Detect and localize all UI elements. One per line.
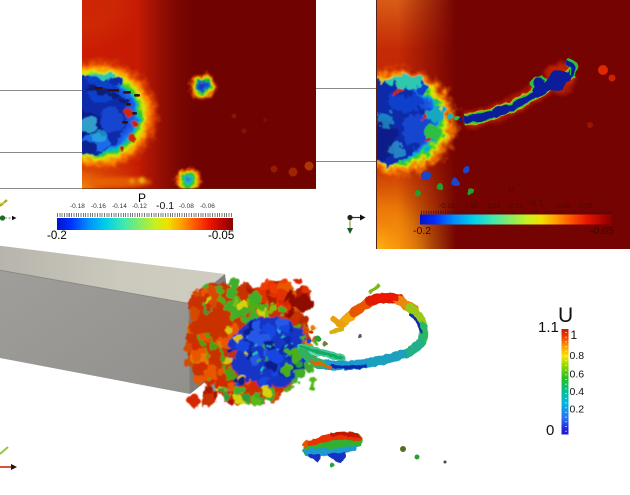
svg-text:1: 1: [571, 328, 578, 342]
svg-text:-0.18: -0.18: [439, 203, 455, 210]
svg-text:-0.14: -0.14: [485, 203, 501, 210]
svg-text:-0.12: -0.12: [507, 203, 523, 210]
svg-text:1.1: 1.1: [538, 319, 559, 336]
svg-text:-0.1: -0.1: [528, 198, 544, 208]
svg-text:-0.05: -0.05: [590, 225, 614, 237]
svg-text:-0.08: -0.08: [554, 203, 570, 210]
svg-text:-0.2: -0.2: [413, 225, 431, 237]
svg-text:-0.16: -0.16: [462, 203, 478, 210]
svg-text:P: P: [508, 186, 515, 197]
svg-text:0.4: 0.4: [570, 386, 585, 398]
svg-text:0.8: 0.8: [570, 350, 585, 362]
svg-text:U: U: [558, 304, 573, 327]
svg-text:0.6: 0.6: [570, 369, 585, 381]
svg-text:-0.06: -0.06: [577, 203, 593, 210]
svg-text:0: 0: [546, 422, 554, 439]
svg-text:0.2: 0.2: [570, 404, 585, 416]
